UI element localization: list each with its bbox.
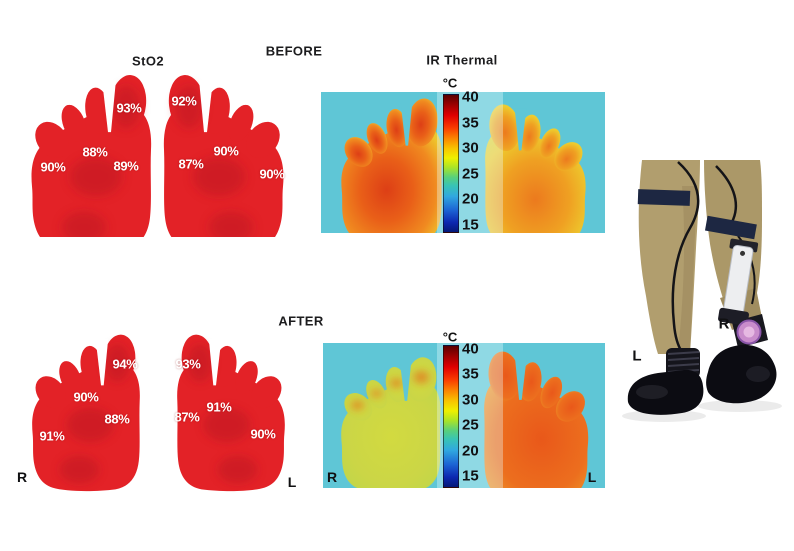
temp-tick: 40 <box>462 88 479 106</box>
ir-thermal-before-image: 40 35 30 25 20 15 <box>321 88 605 234</box>
sto2-before-image <box>28 73 287 237</box>
sto2-value-label: 92% <box>171 93 197 109</box>
ir-thermal-after-image: 40 35 30 25 20 15 R L <box>323 340 605 488</box>
temp-tick: 25 <box>462 416 479 434</box>
right-boot <box>706 344 777 404</box>
after-section-title: AFTER <box>278 313 324 329</box>
boot-highlight <box>746 366 770 382</box>
sto2-value-label: 93% <box>175 356 201 372</box>
photo-right-mark: R <box>718 315 730 333</box>
boot-shadow <box>698 400 782 412</box>
cable <box>671 161 700 353</box>
temp-tick: 30 <box>462 391 479 409</box>
photo-left-mark: L <box>632 347 642 365</box>
temp-tick: 25 <box>462 165 479 183</box>
brace-disc-hub <box>743 326 755 338</box>
ankle-brace <box>718 238 759 326</box>
sto2-value-label: 91% <box>39 428 65 444</box>
temp-tick: 20 <box>462 190 479 208</box>
temp-tick: 35 <box>462 365 479 383</box>
sto2-value-label: 90% <box>259 166 285 182</box>
celsius-unit-before: °C <box>442 75 458 91</box>
temp-tick: 30 <box>462 139 479 157</box>
sto2-title: StO2 <box>132 53 164 69</box>
boot-highlight <box>636 385 668 399</box>
sto2-after-right-mark: R <box>16 469 28 485</box>
sto2-after-left-mark: L <box>287 474 297 490</box>
thermal-after-right-mark: R <box>326 469 338 485</box>
thigh-strap <box>637 189 691 206</box>
sto2-value-label: 88% <box>82 144 108 160</box>
before-section-title: BEFORE <box>265 43 323 59</box>
temperature-colorbar <box>443 94 459 233</box>
thermal-after-left-mark: L <box>587 469 597 485</box>
temp-tick: 40 <box>462 340 479 358</box>
temp-tick: 15 <box>462 216 479 234</box>
sto2-value-label: 90% <box>250 426 276 442</box>
temp-tick: 15 <box>462 467 479 485</box>
sto2-value-label: 88% <box>104 411 130 427</box>
celsius-unit-after: °C <box>442 329 458 345</box>
sto2-value-label: 89% <box>113 158 139 174</box>
sto2-value-label: 93% <box>116 100 142 116</box>
boot-shadow <box>622 410 706 422</box>
left-pant-shading <box>678 186 697 354</box>
ir-thermal-title: IR Thermal <box>426 52 498 68</box>
sto2-value-label: 90% <box>73 389 99 405</box>
sto2-value-label: 94% <box>112 356 138 372</box>
sto2-value-label: 87% <box>174 409 200 425</box>
cable <box>715 165 738 223</box>
temp-tick: 35 <box>462 114 479 132</box>
temperature-colorbar <box>443 345 459 488</box>
sto2-value-label: 90% <box>40 159 66 175</box>
knee-strap <box>704 215 757 240</box>
person-legs-photo <box>622 160 782 422</box>
sto2-value-label: 90% <box>213 143 239 159</box>
sto2-value-label: 91% <box>206 399 232 415</box>
sto2-after-image <box>29 333 288 492</box>
sto2-value-label: 87% <box>178 156 204 172</box>
temp-tick: 20 <box>462 442 479 460</box>
thermal-after-feet <box>338 350 591 488</box>
